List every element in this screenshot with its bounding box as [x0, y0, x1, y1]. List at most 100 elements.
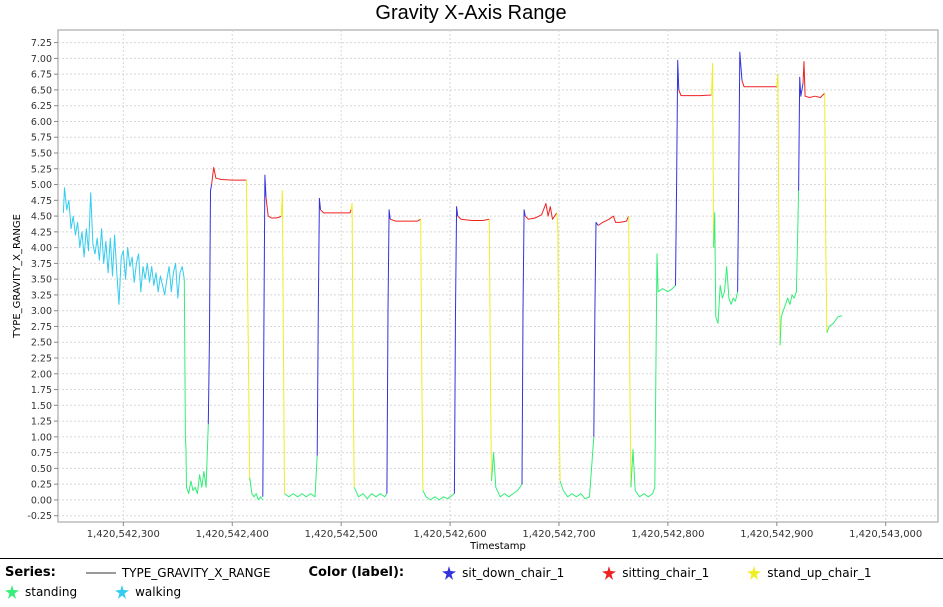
- series-line-sit_down_chair_1: [737, 51, 743, 292]
- series-line-stand_up_chair_1: [280, 190, 285, 494]
- y-tick-label: 5.75: [31, 133, 52, 144]
- y-tick-label: -0.25: [27, 511, 52, 522]
- y-tick-label: 4.75: [31, 196, 52, 207]
- x-axis: 1,420,542,300 1,420,542,400 1,420,542,500 1…: [87, 522, 922, 540]
- y-axis: -0.25 0.00 0.25 0.50 0.75 1.00 1.25 1.50 1.75 2.0…: [27, 38, 58, 522]
- series-line-standing: [284, 455, 318, 498]
- series-line-stand_up_chair_1: [245, 180, 251, 482]
- series-line-standing: [353, 487, 388, 500]
- series-line-standing: [779, 190, 800, 346]
- series-line-stand_up_chair_1: [776, 73, 781, 346]
- y-tick-label: 2.00: [31, 369, 52, 380]
- y-tick-label: 5.50: [31, 149, 52, 160]
- y-tick-label: 1.00: [31, 432, 52, 443]
- legend-row-1: Series: TYPE_GRAVITY_X_RANGE Color (labe…: [5, 565, 910, 580]
- y-tick-label: 7.25: [31, 38, 52, 49]
- series-line-standing: [630, 253, 676, 498]
- series-line-sitting_chair_1: [320, 209, 352, 214]
- legend-items: standing walking: [5, 585, 219, 599]
- x-tick-label: 1,420,542,900: [740, 529, 813, 540]
- y-tick-label: 6.00: [31, 117, 52, 128]
- legend-item-standing: standing: [5, 585, 77, 599]
- y-tick-label: 4.50: [31, 212, 52, 223]
- plot-area: [57, 29, 939, 523]
- color-heading: Color (label):: [308, 565, 405, 580]
- y-tick-label: 0.50: [31, 464, 52, 475]
- chart-title: Gravity X-Axis Range: [375, 2, 566, 24]
- legend-item-label: stand_up_chair_1: [767, 565, 872, 580]
- series-line-sitting_chair_1: [457, 215, 490, 221]
- series-label: TYPE_GRAVITY_X_RANGE: [121, 565, 271, 580]
- series-line-stand_up_chair_1: [350, 203, 355, 488]
- legend-item-sitting_chair_1: sitting_chair_1: [602, 565, 710, 580]
- legend-item-stand_up_chair_1: stand_up_chair_1: [747, 565, 872, 580]
- legend-swatch-icon: [5, 585, 19, 599]
- series-line-sit_down_chair_1: [521, 209, 526, 485]
- legend-swatch-icon: [115, 585, 130, 599]
- y-tick-label: 6.50: [31, 85, 52, 96]
- x-axis-label: Timestamp: [469, 541, 526, 552]
- x-tick-label: 1,420,542,400: [196, 529, 269, 540]
- y-tick-label: 1.50: [31, 401, 52, 412]
- series-line-sit_down_chair_1: [207, 184, 213, 425]
- x-tick-label: 1,420,542,500: [305, 529, 378, 540]
- series-line-stand_up_chair_1: [488, 219, 492, 482]
- y-tick-label: 6.25: [31, 101, 52, 112]
- y-tick-label: 4.25: [31, 227, 52, 238]
- y-tick-label: 6.75: [31, 70, 52, 81]
- y-tick-label: 3.50: [31, 275, 52, 286]
- y-tick-label: 3.75: [31, 259, 52, 270]
- legend-item-label: standing: [25, 585, 78, 599]
- series-line-swatch: [85, 571, 116, 574]
- y-tick-label: 2.25: [31, 354, 52, 365]
- series-line-standing: [422, 490, 455, 501]
- series-line-stand_up_chair_1: [628, 216, 632, 488]
- y-tick-label: 5.25: [31, 164, 52, 175]
- series-line-standing: [559, 436, 595, 500]
- y-tick-label: 2.50: [31, 338, 52, 349]
- chart: Gravity X-Axis Range -0.25 0.00 0.25 0.50 0.…: [12, 2, 939, 552]
- series-line-sit_down_chair_1: [386, 209, 391, 494]
- y-tick-label: 0.75: [31, 448, 52, 459]
- legend-swatch-icon: [602, 565, 617, 580]
- y-axis-label: TYPE_GRAVITY_X_RANGE: [12, 214, 23, 339]
- grid: [58, 30, 938, 522]
- legend-items: sit_down_chair_1 sitting_chair_1 stand_up_…: [442, 565, 909, 580]
- y-tick-label: 3.00: [31, 306, 52, 317]
- legend: Series: TYPE_GRAVITY_X_RANGE Color (labe…: [0, 558, 943, 607]
- series-line-standing: [713, 212, 739, 324]
- series-line-sit_down_chair_1: [262, 174, 267, 497]
- series-line-sitting_chair_1: [390, 218, 421, 222]
- legend-swatch-icon: [442, 565, 457, 580]
- x-tick-label: 1,420,542,800: [631, 529, 704, 540]
- y-tick-label: 2.75: [31, 322, 52, 333]
- series-line-sitting_chair_1: [597, 215, 630, 226]
- series-line-sit_down_chair_1: [316, 197, 321, 456]
- legend-item-label: sit_down_chair_1: [462, 565, 565, 580]
- y-tick-label: 0.25: [31, 480, 52, 491]
- legend-item-walking: walking: [115, 585, 181, 599]
- y-tick-label: 1.75: [31, 385, 52, 396]
- x-tick-label: 1,420,542,300: [87, 529, 160, 540]
- series-line-walking: [62, 187, 185, 305]
- series-line-sit_down_chair_1: [798, 76, 804, 191]
- legend-swatch-icon: [747, 565, 762, 580]
- series-lines: [62, 51, 843, 501]
- series-line-stand_up_chair_1: [711, 62, 715, 248]
- y-tick-label: 3.25: [31, 290, 52, 301]
- series-line-stand_up_chair_1: [420, 219, 424, 491]
- series-heading: Series:: [5, 565, 56, 580]
- series-line-standing: [249, 477, 264, 501]
- x-tick-label: 1,420,542,700: [522, 529, 595, 540]
- series-line-sitting_chair_1: [524, 203, 558, 220]
- x-tick-label: 1,420,543,000: [849, 529, 922, 540]
- series-line-standing: [491, 452, 523, 498]
- series-line-sitting_chair_1: [211, 167, 247, 185]
- series-line-sitting_chair_1: [265, 197, 282, 219]
- series-line-sit_down_chair_1: [453, 206, 459, 494]
- series-line-sit_down_chair_1: [593, 221, 599, 437]
- series-line-standing: [826, 315, 843, 333]
- series-line-sitting_chair_1: [741, 80, 777, 88]
- legend-item-label: sitting_chair_1: [622, 565, 710, 580]
- series-line-sitting_chair_1: [678, 89, 712, 97]
